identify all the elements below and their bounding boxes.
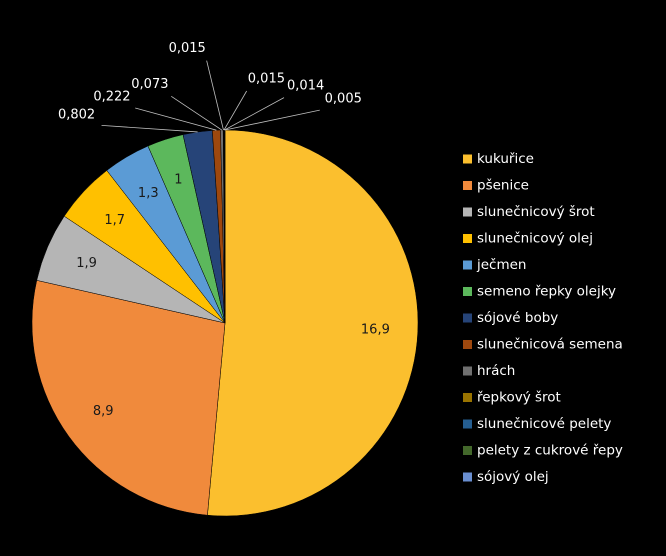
- data-label: 1,3: [138, 186, 159, 201]
- data-label: 0,073: [131, 77, 168, 92]
- legend-label: hrách: [477, 363, 515, 379]
- leader-line: [224, 109, 320, 131]
- legend-swatch: [463, 313, 472, 323]
- legend-label: kukuřice: [477, 151, 534, 167]
- data-label: 16,9: [361, 322, 390, 337]
- leader-line: [224, 97, 285, 131]
- pie-slice: [31, 280, 226, 516]
- legend-swatch: [463, 154, 472, 164]
- legend-swatch: [463, 393, 472, 402]
- leader-line: [101, 125, 198, 133]
- pie-slice: [207, 129, 419, 517]
- leader-line: [206, 60, 224, 131]
- legend-swatch: [463, 181, 472, 190]
- legend-label: sójový olej: [477, 469, 549, 485]
- leader-line: [223, 90, 248, 131]
- data-label: 8,9: [93, 404, 114, 419]
- data-label: 0,222: [93, 89, 130, 104]
- data-label: 0,015: [169, 41, 206, 56]
- leader-line: [171, 95, 223, 131]
- legend-label: pelety z cukrové řepy: [477, 443, 623, 459]
- legend-label: řepkový šrot: [477, 390, 561, 406]
- legend-swatch: [463, 472, 472, 482]
- legend-swatch: [463, 366, 472, 376]
- data-label: 1,9: [76, 256, 97, 271]
- legend-label: slunečnicový šrot: [477, 204, 595, 220]
- legend-label: slunečnicová semena: [477, 337, 623, 353]
- legend-label: slunečnicový olej: [477, 231, 593, 247]
- legend-swatch: [463, 340, 472, 349]
- legend-label: ječmen: [476, 257, 527, 273]
- data-label: 1,7: [104, 213, 125, 228]
- leader-line: [135, 107, 217, 131]
- legend-label: sójové boby: [477, 310, 558, 326]
- legend-swatch: [463, 234, 472, 243]
- data-label: 0,802: [58, 108, 95, 123]
- legend-swatch: [463, 287, 472, 296]
- legend-swatch: [463, 207, 472, 217]
- data-label: 0,005: [325, 92, 362, 107]
- legend-label: slunečnicové pelety: [477, 416, 611, 432]
- legend-swatch: [463, 446, 472, 455]
- legend-swatch: [463, 419, 472, 429]
- data-label: 1: [174, 172, 182, 187]
- legend-label: semeno řepky olejky: [477, 284, 616, 300]
- legend-label: pšenice: [477, 178, 529, 194]
- data-label: 0,015: [248, 72, 285, 87]
- legend-swatch: [463, 260, 472, 270]
- data-label: 0,014: [287, 78, 324, 93]
